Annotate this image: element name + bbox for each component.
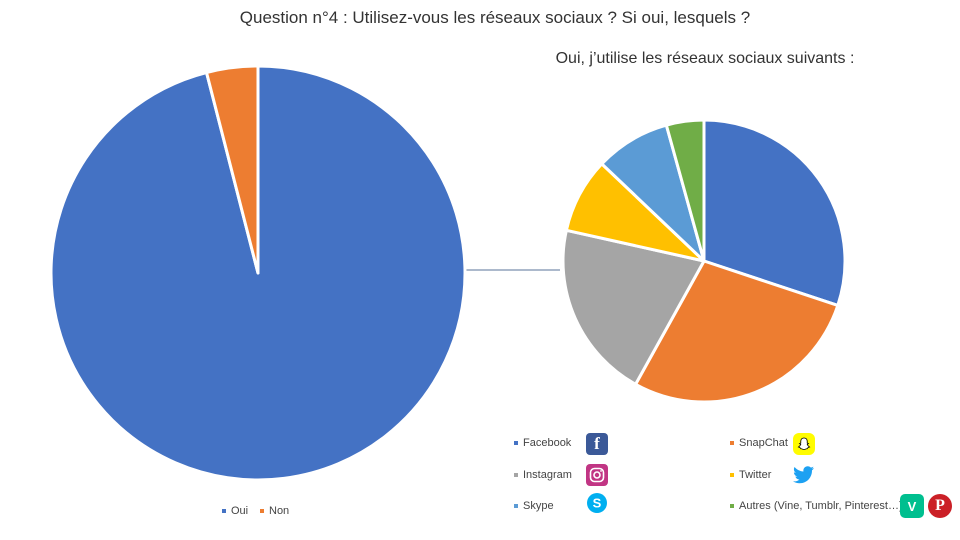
legend-swatch bbox=[730, 504, 734, 508]
skype-icon: S bbox=[586, 492, 608, 514]
legend-label: Twitter bbox=[739, 469, 772, 481]
legend-swatch bbox=[514, 441, 518, 445]
legend-label: SnapChat bbox=[739, 437, 788, 449]
legend-label: Non bbox=[269, 505, 290, 517]
legend-swatch bbox=[514, 473, 518, 477]
legend-label: Instagram bbox=[523, 469, 572, 481]
facebook-icon: f bbox=[586, 433, 608, 455]
legend-label: Oui bbox=[231, 505, 249, 517]
legend-item-non: Non bbox=[260, 505, 289, 517]
legend-item-facebook: Facebook bbox=[514, 437, 571, 449]
legend-swatch bbox=[730, 473, 734, 477]
legend-label: Facebook bbox=[523, 437, 572, 449]
legend-item-autres: Autres (Vine, Tumblr, Pinterest…) bbox=[730, 500, 903, 512]
legend-label: Autres (Vine, Tumblr, Pinterest…) bbox=[739, 500, 903, 512]
snapchat-icon bbox=[793, 433, 815, 455]
legend-item-oui: Oui bbox=[222, 505, 248, 517]
pie-slice-facebook bbox=[702, 118, 847, 307]
legend-item-skype: Skype bbox=[514, 500, 554, 512]
chart-subtitle: Oui, j’utilise les réseaux sociaux suiva… bbox=[555, 50, 855, 67]
pinterest-icon: P bbox=[928, 494, 952, 518]
legend-swatch bbox=[514, 504, 518, 508]
legend-swatch bbox=[222, 509, 226, 513]
twitter-icon bbox=[793, 464, 815, 486]
legend-swatch bbox=[260, 509, 264, 513]
svg-text:S: S bbox=[593, 496, 602, 511]
chart-title: Question n°4 : Utilisez-vous les réseaux… bbox=[239, 8, 751, 27]
pie-slice-non bbox=[205, 64, 260, 275]
vine-icon: V bbox=[900, 494, 924, 518]
legend-swatch bbox=[730, 441, 734, 445]
pie-slice-instagram bbox=[561, 228, 706, 386]
legend-item-twitter: Twitter bbox=[730, 469, 771, 481]
instagram-icon bbox=[586, 464, 608, 486]
legend-item-instagram: Instagram bbox=[514, 469, 572, 481]
legend-item-snapchat: SnapChat bbox=[730, 437, 788, 449]
legend-label: Skype bbox=[523, 500, 554, 512]
pie-slice-autres-vine-tumblr-pinterest bbox=[664, 118, 706, 263]
